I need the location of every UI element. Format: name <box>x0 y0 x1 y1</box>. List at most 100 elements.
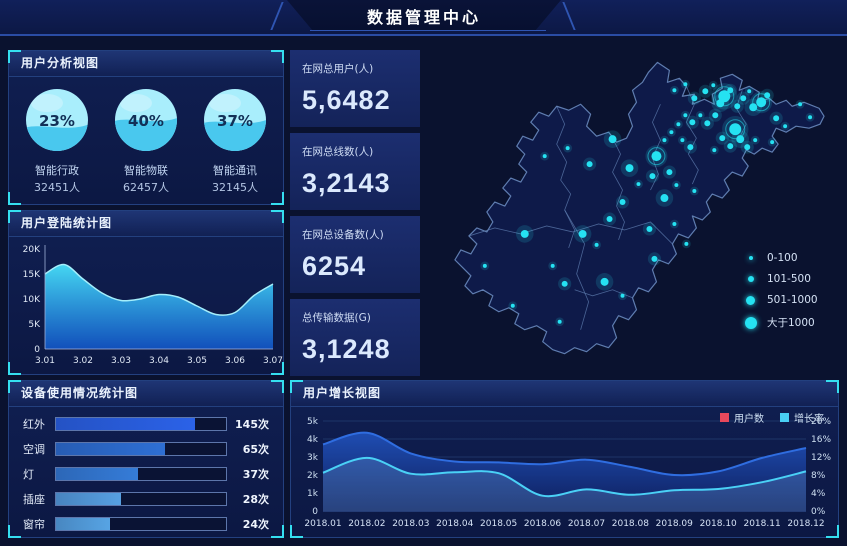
growth-legend-swatch <box>780 413 789 422</box>
svg-text:3.01: 3.01 <box>35 356 55 366</box>
svg-text:2018.09: 2018.09 <box>656 519 693 529</box>
svg-text:3.06: 3.06 <box>225 356 245 366</box>
header-deco-slash-left <box>270 2 284 30</box>
bar-fill <box>56 417 196 430</box>
svg-text:37%: 37% <box>217 112 253 130</box>
growth-legend-item: 增长率 <box>780 410 824 425</box>
bar-label: 空调 <box>23 442 45 456</box>
gauge-count: 32451人 <box>34 181 80 194</box>
svg-text:5K: 5K <box>28 320 41 330</box>
growth-legend-item: 用户数 <box>720 410 764 425</box>
header-title-plate: 数据管理中心 <box>287 0 561 31</box>
svg-text:3k: 3k <box>307 453 319 463</box>
bar-value: 37次 <box>242 467 269 481</box>
header-deco-slash-right <box>562 2 576 30</box>
svg-text:20K: 20K <box>23 245 41 255</box>
svg-text:2018.10: 2018.10 <box>700 519 737 529</box>
map-legend-row: 501-1000 <box>743 294 818 306</box>
svg-text:4%: 4% <box>811 489 826 499</box>
map-legend-dot <box>748 256 753 260</box>
svg-text:1k: 1k <box>307 489 319 499</box>
map-legend-label: 501-1000 <box>767 294 818 306</box>
bar-label: 插座 <box>23 492 45 506</box>
map-legend-label: 101-500 <box>767 273 811 285</box>
kpi-label: 在网总线数(人) <box>302 146 374 158</box>
province-map-zone: 0-100 101-500 501-1000 大于1000 <box>425 42 839 376</box>
map-legend-dot <box>747 276 754 282</box>
panel-title-user-analysis: 用户分析视图 <box>9 51 283 77</box>
svg-text:2018.03: 2018.03 <box>392 519 429 529</box>
svg-text:0%: 0% <box>811 507 826 517</box>
panel-device-usage: 设备使用情况统计图 红外 145次空调 65次灯 37次插座 28次窗帘 24次 <box>8 380 284 538</box>
svg-text:2k: 2k <box>307 471 319 481</box>
map-legend-dot-wrap <box>743 316 758 329</box>
svg-text:2018.02: 2018.02 <box>348 519 385 529</box>
map-size-legend: 0-100 101-500 501-1000 大于1000 <box>743 252 818 339</box>
bar-row: 空调 65次 <box>23 441 269 457</box>
bar-row: 红外 145次 <box>23 416 269 432</box>
growth-legend-swatch <box>720 413 729 422</box>
gauge-label: 智能物联 <box>124 164 168 177</box>
bar-value: 65次 <box>242 442 269 456</box>
bar-fill <box>56 442 165 455</box>
kpi-card-total-data: 总传输数据(G) 3,1248 <box>290 299 420 376</box>
panel-user-growth: 用户增长视图 用户数 增长率 5k 20% 4k 16% 3k 12% 2k 8% 1k 4% 0 0%… <box>290 380 839 538</box>
map-legend-label: 0-100 <box>767 252 798 264</box>
svg-text:40%: 40% <box>128 112 164 130</box>
svg-text:2018.06: 2018.06 <box>524 519 561 529</box>
liquid-gauge: 37% 智能通讯 32145人 <box>194 87 276 195</box>
bar-value: 145次 <box>235 417 269 431</box>
svg-text:2018.01: 2018.01 <box>304 519 341 529</box>
map-legend-row: 101-500 <box>743 273 818 285</box>
map-legend-label: 大于1000 <box>767 317 815 329</box>
svg-text:8%: 8% <box>811 471 826 481</box>
panel-title-user-growth: 用户增长视图 <box>291 381 838 407</box>
kpi-card-total-devices: 在网总设备数(人) 6254 <box>290 216 420 293</box>
gauge-count: 32145人 <box>212 181 258 194</box>
svg-text:23%: 23% <box>39 112 75 130</box>
bar-label: 红外 <box>23 417 45 431</box>
bar-track <box>55 416 227 431</box>
kpi-column: 在网总用户(人) 5,6482 在网总线数(人) 3,2143 在网总设备数(人… <box>290 50 420 376</box>
gauge-label: 智能行政 <box>35 164 79 177</box>
panel-title-device-usage: 设备使用情况统计图 <box>9 381 283 407</box>
liquid-gauge: 40% 智能物联 62457人 <box>105 87 187 195</box>
gauge-label: 智能通讯 <box>213 164 257 177</box>
svg-text:3.05: 3.05 <box>187 356 207 366</box>
svg-text:10K: 10K <box>23 295 41 305</box>
svg-text:5k: 5k <box>307 417 319 427</box>
kpi-card-total-lines: 在网总线数(人) 3,2143 <box>290 133 420 210</box>
bar-fill <box>56 492 121 505</box>
bar-track <box>55 491 227 506</box>
liquid-gauge-circle: 23% <box>26 89 88 151</box>
bar-fill <box>56 517 111 530</box>
liquid-gauge-circle: 37% <box>204 89 266 151</box>
kpi-value: 5,6482 <box>302 85 391 115</box>
map-legend-dot-wrap <box>743 276 758 282</box>
svg-text:0: 0 <box>312 507 318 517</box>
bar-value: 24次 <box>242 517 269 531</box>
bar-row: 窗帘 24次 <box>23 516 269 532</box>
svg-text:15K: 15K <box>23 270 41 280</box>
svg-text:20%: 20% <box>811 417 831 427</box>
svg-text:3.04: 3.04 <box>149 356 169 366</box>
bar-label: 灯 <box>23 467 34 481</box>
bar-track <box>55 466 227 481</box>
growth-legend-label: 用户数 <box>734 414 764 425</box>
growth-chart-legend: 用户数 增长率 <box>720 410 824 425</box>
panel-user-analysis: 用户分析视图 23% 智能行政 32451人 40% 智能物联 62457人 37% 智能通讯… <box>8 50 284 205</box>
bar-track <box>55 516 227 531</box>
svg-text:2018.12: 2018.12 <box>787 519 824 529</box>
svg-text:2018.11: 2018.11 <box>743 519 780 529</box>
bar-row: 插座 28次 <box>23 491 269 507</box>
svg-text:0: 0 <box>34 345 40 355</box>
kpi-value: 3,1248 <box>302 334 391 364</box>
growth-legend-label: 增长率 <box>794 414 824 425</box>
map-legend-row: 0-100 <box>743 252 818 264</box>
svg-text:3.02: 3.02 <box>73 356 93 366</box>
kpi-card-total-users: 在网总用户(人) 5,6482 <box>290 50 420 127</box>
bar-row: 灯 37次 <box>23 466 269 482</box>
svg-text:2018.04: 2018.04 <box>436 519 473 529</box>
province-map <box>454 61 825 355</box>
